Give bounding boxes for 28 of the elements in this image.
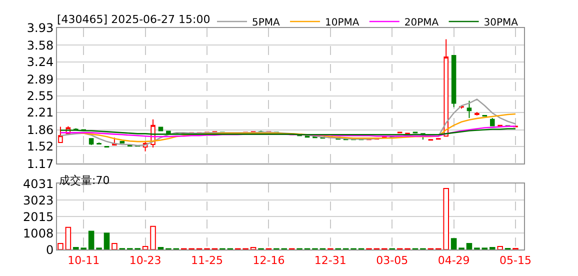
y-tick-label: 1008 — [23, 226, 54, 240]
x-tick-label: 10-23 — [129, 254, 162, 267]
chart-title: [430465] 2025-06-27 15:00 — [57, 13, 210, 26]
y-tick-label: 2.89 — [26, 72, 54, 86]
x-tick-label: 03-05 — [376, 254, 408, 267]
y-tick-label: 3023 — [23, 193, 54, 208]
legend-label: 10PMA — [325, 17, 360, 28]
y-tick-label: 1.52 — [26, 140, 54, 154]
chart-title: 成交量:70 — [59, 174, 110, 187]
legend-label: 20PMA — [404, 17, 439, 28]
y-tick-label: 1.86 — [26, 122, 54, 137]
x-tick-label: 12-16 — [252, 254, 285, 267]
y-tick-label: 2015 — [23, 210, 54, 224]
y-tick-label: 4031 — [23, 176, 54, 191]
y-tick-label: 3.24 — [26, 55, 54, 70]
x-tick-label: 12-31 — [314, 254, 346, 267]
y-tick-label: 1.17 — [26, 156, 54, 171]
legend-label: 30PMA — [484, 17, 518, 28]
y-tick-label: 0 — [46, 242, 54, 257]
x-tick-label: 05-15 — [500, 254, 532, 267]
y-tick-label: 3.58 — [26, 38, 54, 52]
y-tick-label: 3.93 — [26, 21, 54, 36]
legend-label: 5PMA — [252, 17, 280, 28]
y-tick-label: 2.55 — [26, 89, 54, 104]
x-tick-label: 04-29 — [438, 254, 470, 267]
x-tick-label: 11-25 — [191, 254, 223, 267]
x-tick-label: 10-11 — [68, 254, 100, 267]
y-tick-label: 2.21 — [26, 106, 54, 120]
